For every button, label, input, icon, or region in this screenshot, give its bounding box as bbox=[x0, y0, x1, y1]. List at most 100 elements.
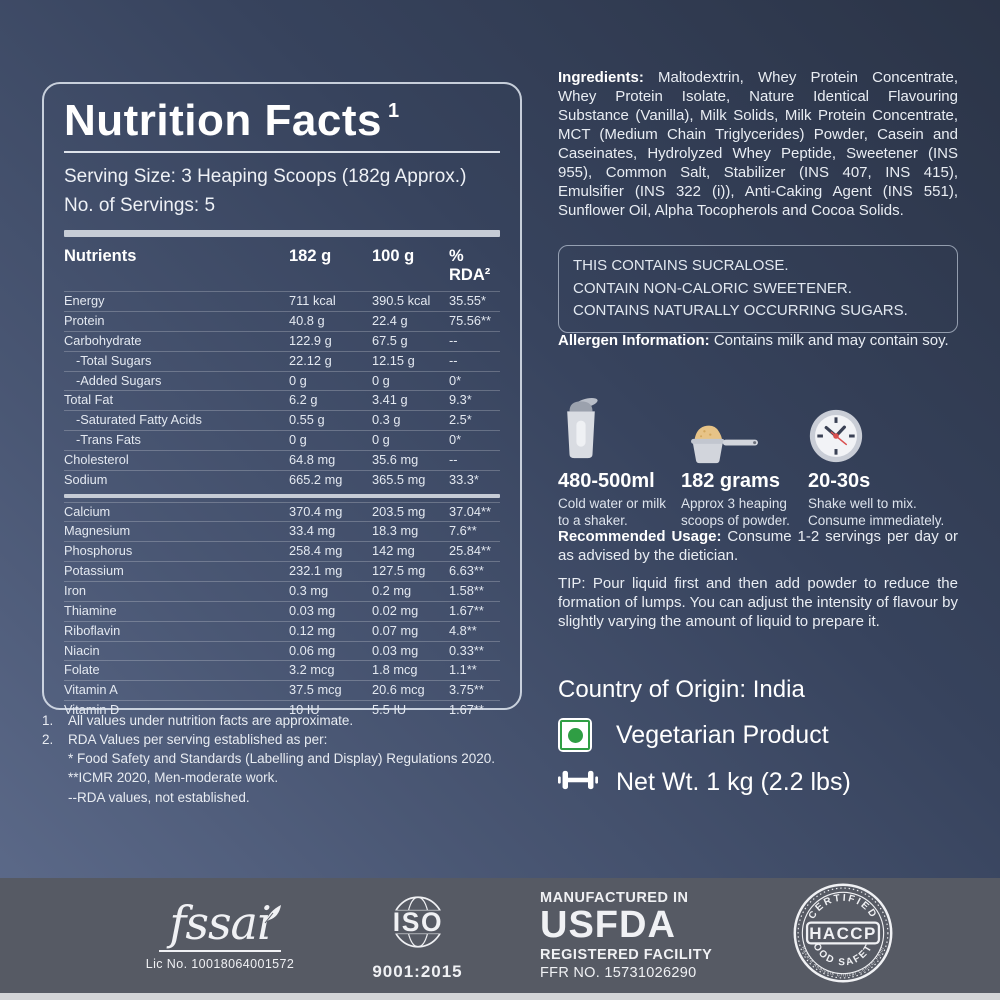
value-rda: -- bbox=[449, 332, 458, 348]
nutrient-name: -Added Sugars bbox=[76, 372, 162, 388]
value-182g: 665.2 mg bbox=[289, 471, 343, 487]
value-rda: -- bbox=[449, 451, 458, 467]
table-row: Vitamin D 10 IU 5.5 IU 1.67** bbox=[64, 700, 500, 720]
value-182g: 3.2 mcg bbox=[289, 662, 335, 678]
value-rda: 0.33** bbox=[449, 642, 484, 658]
footnote-marker: 1. bbox=[42, 713, 54, 728]
usfda-line-1: MANUFACTURED IN bbox=[540, 890, 689, 907]
servings-count: No. of Servings: 5 bbox=[64, 195, 216, 217]
nutrient-name: Protein bbox=[64, 313, 105, 329]
iso-cert-number: 9001:2015 bbox=[372, 962, 463, 981]
value-182g: 0.06 mg bbox=[289, 642, 336, 658]
value-rda: -- bbox=[449, 352, 458, 368]
nutrient-name: Sodium bbox=[64, 471, 108, 487]
table-header: Nutrients 182 g 100 g % RDA² bbox=[64, 247, 500, 291]
ingredients-text: Maltodextrin, Whey Protein Concentrate, … bbox=[558, 69, 958, 220]
value-rda: 33.3* bbox=[449, 471, 479, 487]
nutrient-name: Magnesium bbox=[64, 523, 131, 539]
nutrient-name: Energy bbox=[64, 293, 105, 309]
notice-line-2: CONTAIN NON-CALORIC SWEETENER. bbox=[573, 279, 852, 297]
value-100g: 0.03 mg bbox=[372, 642, 419, 658]
title-divider bbox=[64, 151, 500, 154]
value-100g: 203.5 mg bbox=[372, 503, 426, 519]
nutrient-name: Iron bbox=[64, 583, 87, 598]
value-rda: 1.67** bbox=[449, 702, 484, 718]
iso-logo-text: ISO bbox=[392, 907, 442, 937]
footnote-sub-2: **ICMR 2020, Men-moderate work. bbox=[68, 770, 279, 786]
value-rda: 37.04** bbox=[449, 503, 491, 519]
certifications-bar: fssai Lic No. 10018064001572 bbox=[0, 878, 1000, 993]
fssai-certification: fssai Lic No. 10018064001572 bbox=[105, 878, 335, 993]
value-100g: 3.41 g bbox=[372, 392, 408, 408]
net-weight-row: Net Wt. 1 kg (2.2 lbs) bbox=[558, 768, 958, 797]
iso-globe-icon: ISO bbox=[376, 889, 460, 960]
value-100g: 0.2 mg bbox=[372, 583, 412, 598]
serving-size: Serving Size: 3 Heaping Scoops (182g App… bbox=[64, 166, 467, 188]
nutrient-name: Riboflavin bbox=[64, 622, 121, 638]
nutrient-name: Vitamin D bbox=[64, 702, 120, 718]
value-182g: 10 IU bbox=[289, 702, 320, 718]
value-100g: 0 g bbox=[372, 372, 390, 388]
value-100g: 20.6 mcg bbox=[372, 682, 425, 698]
value-182g: 0.12 mg bbox=[289, 622, 336, 638]
value-100g: 12.15 g bbox=[372, 352, 415, 368]
iso-certification: ISO 9001:2015 bbox=[360, 878, 475, 993]
value-100g: 1.8 mcg bbox=[372, 662, 418, 678]
table-row: Folate 3.2 mcg 1.8 mcg 1.1** bbox=[64, 660, 500, 680]
dumbbell-icon bbox=[558, 768, 598, 797]
usage-paragraph: Recommended Usage: Consume 1-2 servings … bbox=[558, 527, 958, 565]
section-divider bbox=[64, 230, 500, 238]
haccp-center-text: HACCP bbox=[809, 924, 877, 943]
veg-symbol-icon bbox=[558, 718, 592, 752]
value-182g: 232.1 mg bbox=[289, 563, 343, 579]
value-100g: 0 g bbox=[372, 432, 390, 448]
step-water-value: 480-500ml bbox=[558, 470, 655, 492]
value-rda: 2.5* bbox=[449, 412, 472, 428]
value-182g: 0.55 g bbox=[289, 412, 325, 428]
value-182g: 0 g bbox=[289, 432, 307, 448]
table-row: Potassium 232.1 mg 127.5 mg 6.63** bbox=[64, 561, 500, 581]
value-182g: 122.9 g bbox=[289, 332, 332, 348]
value-rda: 1.67** bbox=[449, 602, 484, 618]
fssai-logo: fssai bbox=[159, 900, 281, 952]
nutrient-name: Folate bbox=[64, 662, 100, 678]
nutrient-name: Calcium bbox=[64, 503, 111, 519]
table-row: Phosphorus 258.4 mg 142 mg 25.84** bbox=[64, 541, 500, 561]
panel-title-superscript: 1 bbox=[387, 100, 400, 122]
table-row: Calcium 370.4 mg 203.5 mg 37.04** bbox=[64, 501, 500, 522]
nutrient-name: Total Fat bbox=[64, 392, 114, 408]
panel-title: Nutrition Facts 1 bbox=[64, 96, 500, 145]
value-182g: 22.12 g bbox=[289, 352, 332, 368]
value-100g: 142 mg bbox=[372, 543, 415, 559]
step-powder-value: 182 grams bbox=[681, 470, 780, 492]
value-182g: 37.5 mcg bbox=[289, 682, 342, 698]
table-row: -Trans Fats 0 g 0 g 0* bbox=[64, 430, 500, 450]
footnotes: 1. All values under nutrition facts are a… bbox=[42, 711, 547, 807]
step-water-desc: Cold water or milk to a shaker. bbox=[558, 496, 667, 528]
step-shake-desc: Shake well to mix. Consume immediately. bbox=[808, 496, 945, 528]
value-rda: 0* bbox=[449, 372, 462, 388]
contains-notice-box: THIS CONTAINS SUCRALOSE. CONTAIN NON-CAL… bbox=[558, 245, 958, 333]
header-100g: 100 g bbox=[372, 247, 415, 266]
footnote-marker: 2. bbox=[42, 732, 54, 748]
allergen-label: Allergen Information: bbox=[558, 332, 710, 349]
table-row: Sodium 665.2 mg 365.5 mg 33.3* bbox=[64, 469, 500, 490]
table-row: -Saturated Fatty Acids 0.55 g 0.3 g 2.5* bbox=[64, 410, 500, 430]
value-182g: 64.8 mg bbox=[289, 451, 336, 467]
value-182g: 258.4 mg bbox=[289, 543, 343, 559]
haccp-top-text: CERTIFIED bbox=[806, 893, 876, 922]
value-rda: 7.6** bbox=[449, 523, 477, 539]
table-row: Energy 711 kcal 390.5 kcal 35.55* bbox=[64, 291, 500, 311]
header-nutrients: Nutrients bbox=[64, 247, 137, 266]
nutrient-name: Carbohydrate bbox=[64, 332, 142, 348]
value-182g: 0.03 mg bbox=[289, 602, 336, 618]
net-weight-label: Net Wt. 1 kg (2.2 lbs) bbox=[616, 768, 851, 796]
usage-text: Consume 1-2 servings per day or as advis… bbox=[558, 528, 959, 565]
value-182g: 33.4 mg bbox=[289, 523, 336, 539]
nutrient-name: -Total Sugars bbox=[76, 352, 152, 368]
nutrient-name: Cholesterol bbox=[64, 451, 129, 467]
leaf-icon bbox=[259, 888, 285, 934]
header-rda: % RDA² bbox=[449, 247, 491, 285]
panel-title-text: Nutrition Facts bbox=[64, 96, 382, 145]
nutrient-name: Thiamine bbox=[64, 602, 117, 618]
